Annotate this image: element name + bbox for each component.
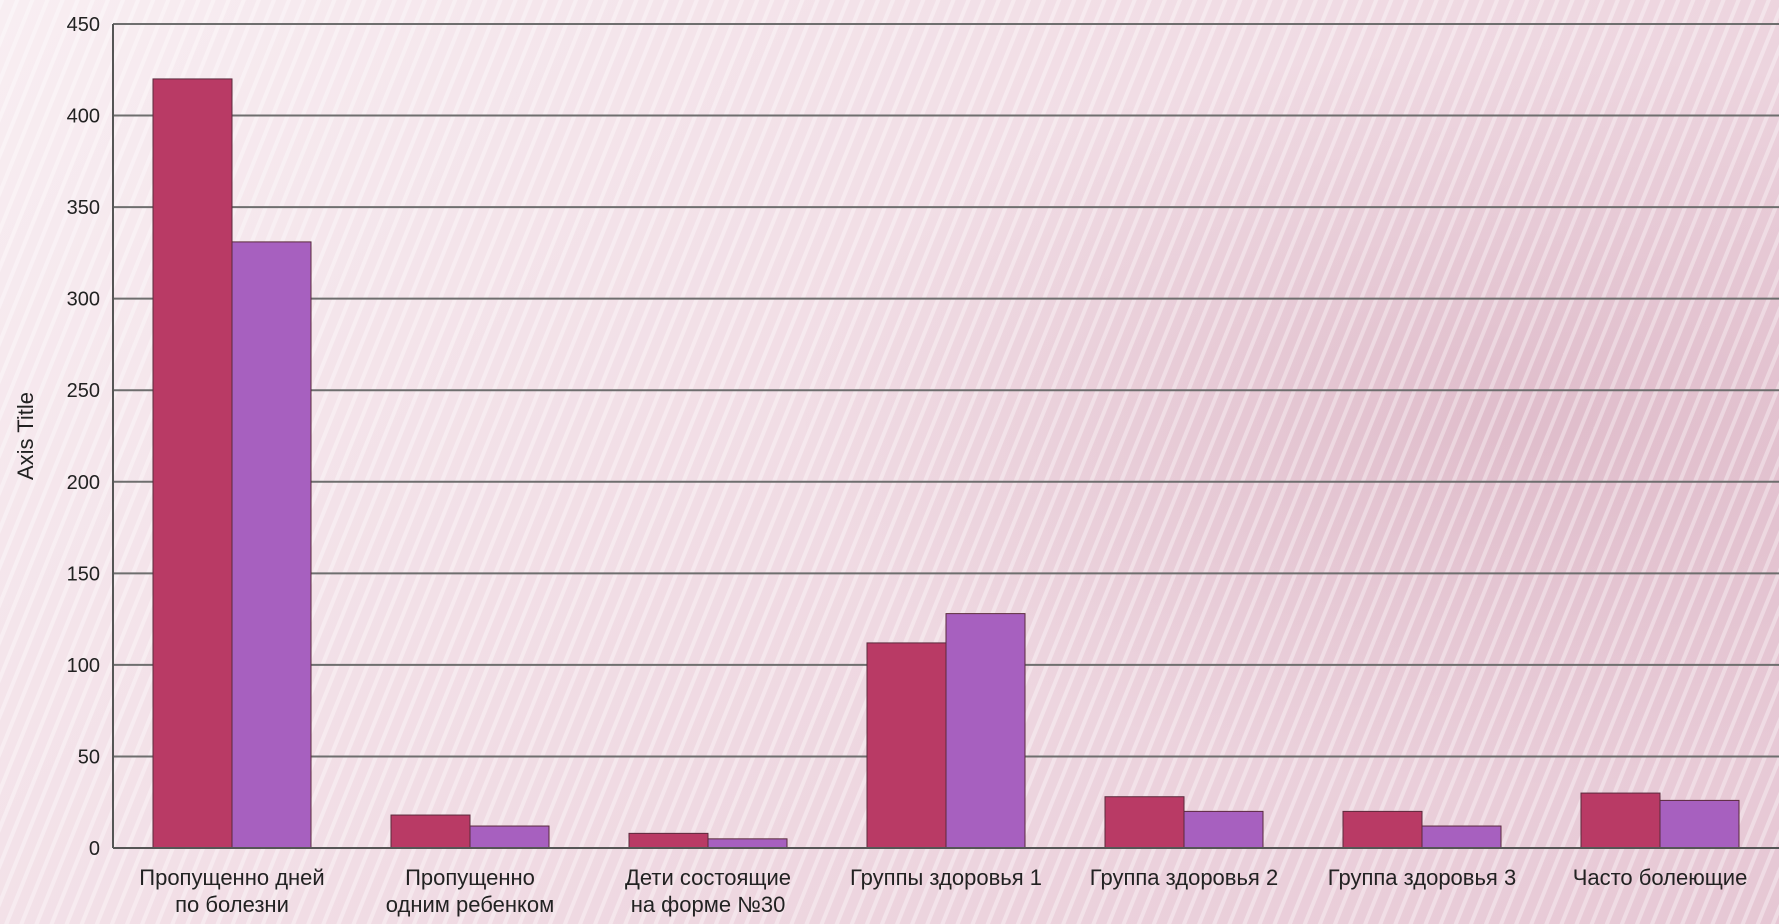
y-axis-title: Axis Title bbox=[13, 392, 38, 480]
x-category-label-line: Пропущенно bbox=[405, 865, 535, 890]
x-category-label-line: Группа здоровья 3 bbox=[1328, 865, 1516, 890]
bar bbox=[152, 78, 233, 849]
x-category-label: Группа здоровья 3 bbox=[1328, 865, 1516, 890]
bar bbox=[231, 241, 312, 849]
y-tick-label: 100 bbox=[67, 655, 100, 677]
y-tick-label: 250 bbox=[67, 380, 100, 402]
x-category-label-line: Группы здоровья 1 bbox=[850, 865, 1042, 890]
y-tick-label: 400 bbox=[67, 106, 100, 128]
bar bbox=[390, 814, 471, 849]
y-tick-label: 0 bbox=[89, 838, 100, 860]
x-category-label: Пропущенно дней по болезни bbox=[139, 865, 324, 917]
bar bbox=[945, 613, 1026, 849]
bars bbox=[152, 78, 1740, 849]
x-category-label: Часто болеющие bbox=[1573, 865, 1748, 890]
x-category-label-line: Часто болеющие bbox=[1573, 865, 1748, 890]
bar bbox=[1342, 810, 1423, 849]
y-tick-label: 50 bbox=[78, 746, 100, 768]
bar bbox=[1104, 796, 1185, 849]
x-category-label-line: Группа здоровья 2 bbox=[1090, 865, 1278, 890]
axes bbox=[112, 24, 1779, 849]
y-tick-label: 300 bbox=[67, 289, 100, 311]
gridlines bbox=[113, 23, 1779, 758]
bar bbox=[707, 838, 788, 849]
x-category-label: Дети состоящие на форме №30 bbox=[625, 865, 791, 917]
x-category-label-line: одним ребенком bbox=[386, 892, 554, 917]
bar bbox=[1580, 792, 1661, 849]
bar bbox=[469, 825, 550, 849]
y-tick-label: 450 bbox=[67, 14, 100, 36]
x-category-label-line: Пропущенно дней bbox=[139, 865, 324, 890]
y-tick-label: 350 bbox=[67, 197, 100, 219]
y-axis-ticks: 0 50 100 150 200 250 300 350 400 450 bbox=[67, 14, 100, 860]
bar bbox=[628, 832, 709, 849]
x-category-label: Группа здоровья 2 bbox=[1090, 865, 1278, 890]
x-category-label-line: по болезни bbox=[175, 892, 289, 917]
bar bbox=[1183, 810, 1264, 849]
x-category-label: Пропущенно одним ребенком bbox=[386, 865, 554, 917]
y-tick-label: 200 bbox=[67, 472, 100, 494]
bar bbox=[1421, 825, 1502, 849]
x-category-label-line: Дети состоящие bbox=[625, 865, 791, 890]
bar bbox=[866, 642, 947, 849]
x-axis-category-labels: Пропущенно дней по болезни Пропущенно одним… bbox=[139, 865, 1747, 917]
bar bbox=[1659, 799, 1740, 849]
y-tick-label: 150 bbox=[67, 563, 100, 585]
x-category-label-line: на форме №30 bbox=[631, 892, 786, 917]
x-category-label: Группы здоровья 1 bbox=[850, 865, 1042, 890]
